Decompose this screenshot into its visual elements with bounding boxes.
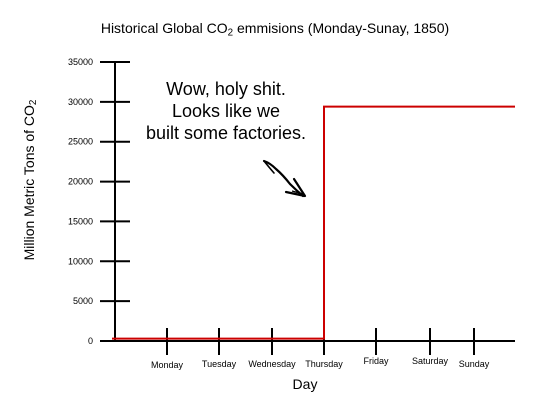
axes xyxy=(112,62,515,342)
x-tick-label: Monday xyxy=(151,360,184,370)
y-tick-label: 0 xyxy=(88,336,93,346)
y-tick-label: 5000 xyxy=(73,296,93,306)
annotation-line: Wow, holy shit. xyxy=(166,79,286,99)
tick-marks xyxy=(100,61,475,355)
x-tick-label: Wednesday xyxy=(248,359,296,369)
annotation-line: built some factories. xyxy=(145,123,307,143)
annotation-text: Wow, holy shit. Looks like we built some… xyxy=(128,78,324,144)
x-tick-label: Sunday xyxy=(459,359,490,369)
chart-title: Historical Global CO2 emmisions (Monday-… xyxy=(100,20,450,39)
y-tick-label: 15000 xyxy=(68,216,93,226)
x-tick-label: Thursday xyxy=(305,359,343,369)
x-tick-label: Saturday xyxy=(412,356,449,366)
annotation-line: Looks like we xyxy=(171,101,281,121)
tick-labels: 0 5000 10000 15000 20000 25000 30000 35000 Monda… xyxy=(68,57,490,370)
y-tick-label: 35000 xyxy=(68,57,93,67)
co2-emissions-line xyxy=(112,105,515,340)
x-axis-label: Day xyxy=(292,376,318,392)
series-layer xyxy=(112,105,515,340)
x-tick-label: Friday xyxy=(363,356,389,366)
hand-drawn-arrow-icon xyxy=(262,159,307,198)
y-tick-label: 30000 xyxy=(68,97,93,107)
y-tick-label: 25000 xyxy=(68,137,93,147)
y-tick-label: 20000 xyxy=(68,177,93,187)
x-tick-label: Tuesday xyxy=(202,359,237,369)
y-tick-label: 10000 xyxy=(68,256,93,266)
